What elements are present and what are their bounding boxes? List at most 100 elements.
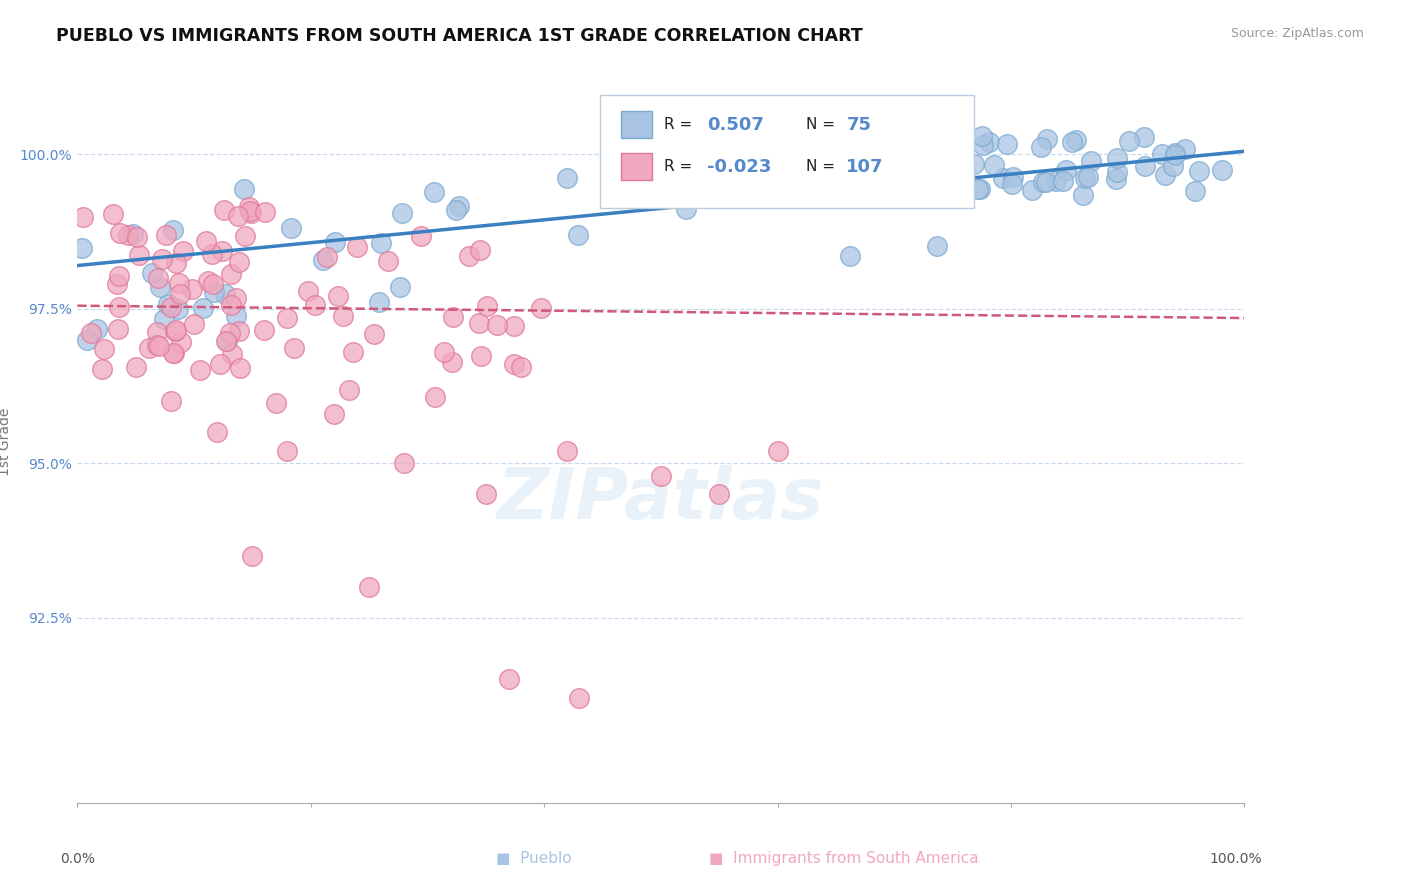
Text: 107: 107 [846,158,884,176]
Point [1074,170,1097,185]
Point [643,170,665,185]
Point [159,394,181,409]
Point [423,185,446,199]
Point [214,287,236,301]
Point [475,487,498,501]
Point [169,286,191,301]
Point [148,338,170,352]
Point [650,468,672,483]
Point [127,229,149,244]
Point [633,166,655,180]
Point [568,690,591,705]
Text: ●: ● [633,120,641,129]
Point [93,343,115,357]
Point [530,301,553,315]
Point [1164,145,1187,160]
Point [503,319,526,334]
Point [1133,130,1156,145]
Point [967,182,990,196]
Point [128,247,150,261]
Point [1029,140,1052,154]
Point [228,324,250,338]
Point [557,443,579,458]
Point [165,324,187,338]
Text: 0.0%: 0.0% [60,852,94,866]
Point [167,277,190,291]
Point [253,205,276,219]
Point [150,252,173,267]
Point [1107,151,1129,165]
Point [242,549,264,563]
Point [122,227,145,242]
Point [212,202,235,217]
Point [1000,177,1022,191]
Point [1133,159,1156,173]
Point [80,326,103,340]
Text: ■  Pueblo: ■ Pueblo [496,851,572,865]
Point [1105,171,1128,186]
Point [238,200,260,214]
Point [197,274,219,288]
Point [444,202,467,217]
Point [180,282,202,296]
Point [226,209,249,223]
Point [377,254,399,268]
Text: N =: N = [806,160,839,174]
Point [323,407,346,421]
Point [969,182,991,196]
Point [1118,134,1140,148]
Point [1163,159,1185,173]
Point [194,234,217,248]
Point [188,363,211,377]
Point [155,227,177,242]
Point [995,136,1018,151]
Point [215,334,238,349]
Point [1077,170,1099,185]
Point [1035,175,1057,189]
Point [141,266,163,280]
Point [101,207,124,221]
Point [1163,148,1185,162]
Point [219,298,242,312]
Point [440,355,463,369]
Point [204,285,226,300]
Text: R =: R = [664,160,697,174]
Point [502,357,524,371]
Point [388,280,411,294]
Point [838,249,860,263]
Point [225,310,247,324]
Point [146,338,169,352]
Text: R =: R = [664,118,697,132]
Point [169,334,191,349]
Point [498,673,520,687]
Point [316,250,339,264]
Point [925,238,948,252]
Point [342,345,364,359]
Point [239,203,262,218]
Point [1211,163,1233,178]
Point [162,346,184,360]
Point [138,342,160,356]
Point [207,425,229,440]
Text: 100.0%: 100.0% [1209,852,1261,866]
Point [253,323,276,337]
Point [1062,135,1084,149]
Text: Source: ZipAtlas.com: Source: ZipAtlas.com [1230,27,1364,40]
Point [72,211,94,225]
Point [91,362,114,376]
Point [1184,184,1206,198]
Point [280,220,302,235]
Point [225,291,247,305]
Point [972,128,994,143]
Point [709,487,731,501]
Point [363,326,385,341]
Point [1002,170,1025,185]
Point [510,360,533,375]
Point [1187,163,1209,178]
Point [86,322,108,336]
Point [219,326,242,340]
Point [1054,162,1077,177]
Point [485,318,508,332]
Point [107,322,129,336]
Point [201,247,224,261]
